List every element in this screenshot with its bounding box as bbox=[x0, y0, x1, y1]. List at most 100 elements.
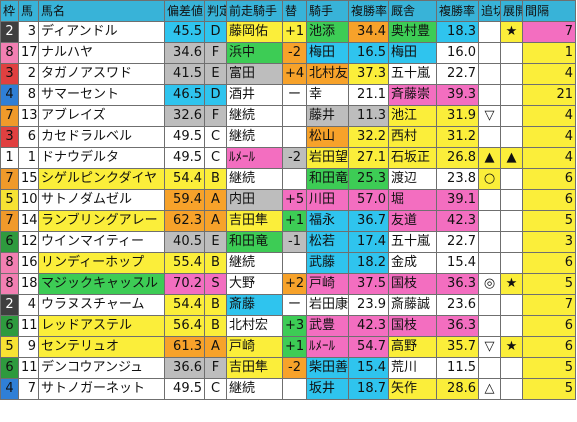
tenkai-mark-cell bbox=[500, 189, 523, 211]
jockey-rate-cell: 42.3 bbox=[348, 315, 389, 337]
jockey-change-cell: +1 bbox=[282, 210, 307, 232]
tenkai-mark-cell bbox=[500, 378, 523, 400]
stable-rate-cell: 16.0 bbox=[436, 42, 479, 64]
jockey-rate-cell: 23.9 bbox=[348, 294, 389, 316]
jockey-rate-cell: 25.3 bbox=[348, 168, 389, 190]
table-row[interactable]: 2 3 ディアンドル 45.5 D 藤岡佑 +1 池添 34.4 奥村豊 18.3 ★ 7 bbox=[0, 21, 576, 43]
horse-name-cell: レッドアステル bbox=[38, 315, 165, 337]
jockey-change-cell: +2 bbox=[282, 273, 307, 295]
header-interval: 間隔 bbox=[522, 0, 576, 22]
table-row[interactable]: 7 13 アブレイズ 32.6 F 継続 藤井 11.3 池江 31.9 ▽ 4 bbox=[0, 105, 576, 127]
stable-cell: 高野 bbox=[388, 336, 437, 358]
table-row[interactable]: 6 11 レッドアステル 56.4 B 北村宏 +3 武豊 42.3 国枝 36.3 6 bbox=[0, 315, 576, 337]
waku-cell: 1 bbox=[0, 147, 19, 169]
stable-cell: 斉藤崇 bbox=[388, 84, 437, 106]
hensachi-cell: 49.5 bbox=[164, 126, 205, 148]
jockey-change-cell: +1 bbox=[282, 336, 307, 358]
table-body: 2 3 ディアンドル 45.5 D 藤岡佑 +1 池添 34.4 奥村豊 18.3 ★ 7 8 17 ナルハヤ… bbox=[0, 21, 576, 400]
tenkai-mark-cell bbox=[500, 105, 523, 127]
jockey-change-cell: +5 bbox=[282, 189, 307, 211]
hensachi-cell: 32.6 bbox=[164, 105, 205, 127]
hantei-cell: A bbox=[204, 336, 227, 358]
waku-cell: 8 bbox=[0, 273, 19, 295]
table-row[interactable]: 8 18 マジックキャッスル 70.2 S 大野 +2 戸崎 37.5 国枝 36.3 ◎ ★ 5 bbox=[0, 273, 576, 295]
interval-cell: 6 bbox=[522, 252, 576, 274]
horse-name-cell: ナルハヤ bbox=[38, 42, 165, 64]
hensachi-cell: 54.4 bbox=[164, 168, 205, 190]
table-row[interactable]: 4 7 サトノガーネット 49.5 C 継続 坂井 18.7 矢作 28.6 △ 5 bbox=[0, 378, 576, 400]
table-row[interactable]: 6 12 ウインマイティー 40.5 E 和田竜 -1 松若 17.4 五十嵐 22.7 3 bbox=[0, 231, 576, 253]
horse-name-cell: シゲルピンクダイヤ bbox=[38, 168, 165, 190]
waku-cell: 5 bbox=[0, 336, 19, 358]
stable-cell: 矢作 bbox=[388, 378, 437, 400]
table-row[interactable]: 4 8 サマーセント 46.5 D 酒井ー幸 21.1 斉藤崇 39.3 21 bbox=[0, 84, 576, 106]
jockey-rate-cell: 16.5 bbox=[348, 42, 389, 64]
jockey-change-cell bbox=[282, 105, 307, 127]
table-row[interactable]: 7 14 ランブリングアレー 62.3 A 吉田隼 +1 福永 36.7 友道 42.3 5 bbox=[0, 210, 576, 232]
jockey-change-cell: -2 bbox=[282, 147, 307, 169]
hantei-cell: A bbox=[204, 210, 227, 232]
waku-cell: 7 bbox=[0, 210, 19, 232]
table-row[interactable]: 7 15 シゲルピンクダイヤ 54.4 B 継続 和田竜 25.3 渡辺 23.8 ○ 6 bbox=[0, 168, 576, 190]
stable-rate-cell: 22.7 bbox=[436, 63, 479, 85]
umaban-cell: 3 bbox=[18, 21, 39, 43]
stable-rate-cell: 36.3 bbox=[436, 315, 479, 337]
tenkai-mark-cell bbox=[500, 126, 523, 148]
jockey-rate-cell: 32.2 bbox=[348, 126, 389, 148]
umaban-cell: 13 bbox=[18, 105, 39, 127]
tenkai-mark-cell bbox=[500, 357, 523, 379]
waku-cell: 7 bbox=[0, 168, 19, 190]
stable-rate-cell: 28.6 bbox=[436, 378, 479, 400]
horse-name-cell: タガノアスワド bbox=[38, 63, 165, 85]
prev-jockey-cell: 北村宏 bbox=[226, 315, 283, 337]
hantei-cell: F bbox=[204, 105, 227, 127]
hantei-cell: A bbox=[204, 189, 227, 211]
tenkai-mark-cell: ★ bbox=[500, 336, 523, 358]
header-change: 替 bbox=[282, 0, 307, 22]
oikiri-mark-cell: △ bbox=[478, 378, 501, 400]
horse-name-cell: ウラヌスチャーム bbox=[38, 294, 165, 316]
prev-jockey-cell: 継続 bbox=[226, 168, 283, 190]
hensachi-cell: 36.6 bbox=[164, 357, 205, 379]
horse-name-cell: マジックキャッスル bbox=[38, 273, 165, 295]
table-row[interactable]: 5 10 サトノダムゼル 59.4 A 内田 +5 川田 57.0 堀 39.1 6 bbox=[0, 189, 576, 211]
table-row[interactable]: 1 1 ドナウデルタ 49.5 C ﾙﾒｰﾙ -2 岩田望 27.1 石坂正 26.8 ▲ ▲ 4 bbox=[0, 147, 576, 169]
jockey-cell: ﾙﾒｰﾙ bbox=[306, 336, 349, 358]
jockey-cell: 松若 bbox=[306, 231, 349, 253]
hantei-cell: E bbox=[204, 63, 227, 85]
horse-name-cell: ディアンドル bbox=[38, 21, 165, 43]
tenkai-mark-cell bbox=[500, 42, 523, 64]
jockey-cell: 幸 bbox=[306, 84, 349, 106]
table-row[interactable]: 3 2 タガノアスワド 41.5 E 富田 +4 北村友 37.3 五十嵐 22.7 4 bbox=[0, 63, 576, 85]
jockey-change-cell bbox=[282, 126, 307, 148]
umaban-cell: 12 bbox=[18, 231, 39, 253]
tenkai-mark-cell bbox=[500, 294, 523, 316]
table-row[interactable]: 8 16 リンディーホップ 55.4 B 継続 武藤 18.2 金成 15.4 6 bbox=[0, 252, 576, 274]
table-row[interactable]: 8 17 ナルハヤ 34.6 F 浜中 -2 梅田 16.5 梅田 16.0 1 bbox=[0, 42, 576, 64]
horse-name-cell: リンディーホップ bbox=[38, 252, 165, 274]
header-waku: 枠 bbox=[0, 0, 19, 22]
header-tenkai: 展開 bbox=[500, 0, 523, 22]
jockey-change-cell: -2 bbox=[282, 42, 307, 64]
prev-jockey-cell: 和田竜 bbox=[226, 231, 283, 253]
stable-rate-cell: 15.4 bbox=[436, 252, 479, 274]
table-row[interactable]: 6 11 デンコウアンジュ 36.6 F 吉田隼 -2 柴田善 15.4 荒川 11.5 5 bbox=[0, 357, 576, 379]
hensachi-cell: 40.5 bbox=[164, 231, 205, 253]
interval-cell: 1 bbox=[522, 42, 576, 64]
table-row[interactable]: 3 6 カセドラルベル 49.5 C 継続 松山 32.2 西村 31.2 4 bbox=[0, 126, 576, 148]
prev-jockey-cell: 吉田隼 bbox=[226, 357, 283, 379]
table-row[interactable]: 2 4 ウラヌスチャーム 54.4 B 斎藤ー岩田康 23.9 斎藤誠 23.6 7 bbox=[0, 294, 576, 316]
jockey-change-cell bbox=[282, 168, 307, 190]
oikiri-mark-cell bbox=[478, 21, 501, 43]
jockey-rate-cell: 15.4 bbox=[348, 357, 389, 379]
horse-name-cell: サトノガーネット bbox=[38, 378, 165, 400]
jockey-change-cell: +4 bbox=[282, 63, 307, 85]
oikiri-mark-cell bbox=[478, 189, 501, 211]
waku-cell: 4 bbox=[0, 84, 19, 106]
hantei-cell: E bbox=[204, 231, 227, 253]
table-row[interactable]: 5 9 センテリュオ 61.3 A 戸崎 +1 ﾙﾒｰﾙ 54.7 高野 35.7 ▽ ★ 6 bbox=[0, 336, 576, 358]
horse-table: 枠馬馬名偏差値判定前走騎手替騎手複勝率厩舎複勝率追切展開間隔 23ディアンドル4… bbox=[0, 0, 576, 400]
interval-cell: 6 bbox=[522, 336, 576, 358]
hensachi-cell: 41.5 bbox=[164, 63, 205, 85]
umaban-cell: 18 bbox=[18, 273, 39, 295]
